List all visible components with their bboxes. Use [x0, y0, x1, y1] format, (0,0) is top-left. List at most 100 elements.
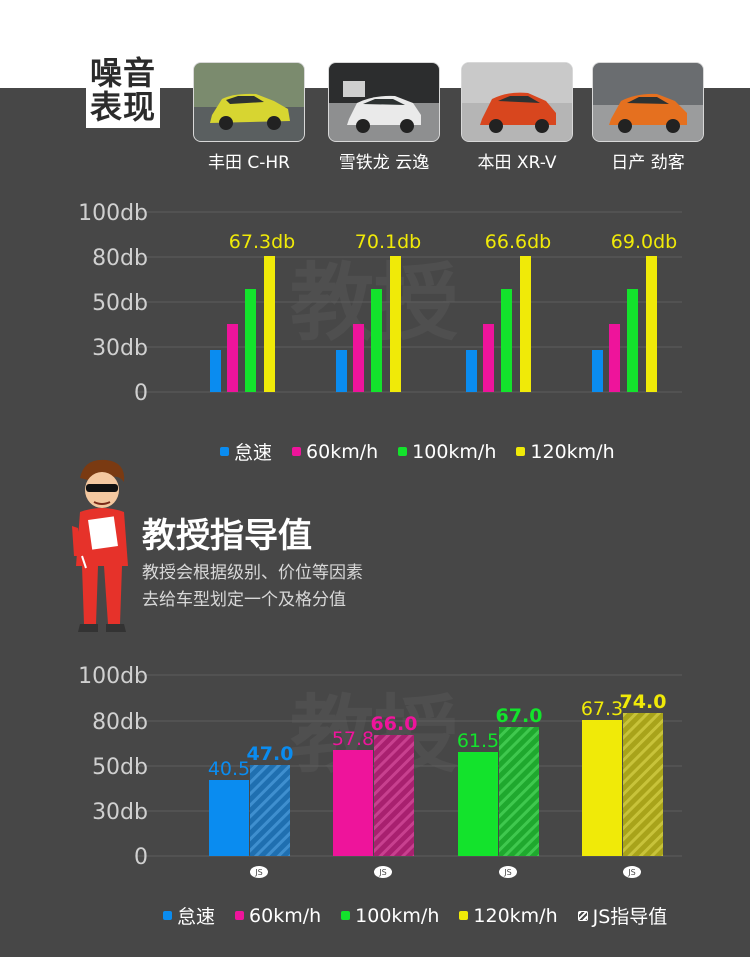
value-label-guide: 74.0: [620, 691, 667, 713]
value-label-guide: 66.0: [371, 713, 418, 735]
bar-100kmh: [627, 289, 638, 392]
car-card-c3xr: 雪铁龙 云逸: [328, 62, 440, 173]
value-label-measured: 61.5: [457, 730, 499, 752]
bar-guide: [250, 765, 290, 856]
professor-desc-line1: 教授会根据级别、价位等因素: [142, 563, 363, 583]
legend-swatch: [235, 911, 245, 920]
y-tick-label: 0: [134, 381, 148, 406]
bar-guide: [374, 735, 414, 856]
car-photo: [328, 62, 440, 142]
noise-section-title: 噪音 表现: [86, 54, 160, 128]
legend-label: 120km/h: [530, 440, 615, 463]
legend-label: 60km/h: [249, 904, 322, 927]
professor-description: 教授会根据级别、价位等因素 去给车型划定一个及格分值: [142, 560, 442, 614]
noise-title-line1: 噪音: [89, 54, 156, 92]
legend-swatch: [292, 447, 302, 456]
y-tick-label: 80db: [92, 246, 148, 271]
js-marker-badge: [250, 866, 268, 878]
legend-label: 100km/h: [355, 904, 440, 927]
bar-idle: [466, 350, 477, 392]
js-marker: JS: [374, 866, 392, 878]
bar-60kmh: [483, 324, 494, 392]
bar-idle: [592, 350, 603, 392]
professor-desc-line2: 去给车型划定一个及格分值: [142, 590, 346, 610]
bar-100kmh: [371, 289, 382, 392]
y-tick-label: 50db: [92, 291, 148, 316]
bar-120kmh: [264, 256, 275, 392]
car-name: 本田 XR-V: [477, 153, 557, 173]
car-card-xrv: 本田 XR-V: [461, 62, 573, 173]
legend-label: 60km/h: [306, 440, 379, 463]
legend-swatch: [516, 447, 526, 456]
legend-swatch: [163, 911, 172, 920]
js-marker-text: JS: [378, 868, 386, 877]
car-card-kicks: 日产 劲客: [592, 62, 704, 173]
legend-swatch: [398, 447, 408, 456]
bar-60kmh: [353, 324, 364, 392]
value-label-guide: 47.0: [247, 743, 294, 765]
car-name: 丰田 C-HR: [207, 153, 290, 173]
value-label: 66.6db: [485, 231, 551, 253]
legend-top: 怠速 60km/h 100km/h 120km/h: [220, 438, 635, 465]
car-name: 日产 劲客: [611, 153, 685, 173]
legend-swatch: [341, 911, 351, 920]
legend-label: 怠速: [177, 906, 216, 928]
js-marker: JS: [499, 866, 517, 878]
js-marker-badge: [499, 866, 517, 878]
legend-item: 100km/h: [341, 905, 439, 927]
car-name: 雪铁龙 云逸: [338, 153, 430, 173]
bar-120kmh: [520, 256, 531, 392]
professor-avatar: [72, 459, 128, 632]
legend-swatch: [459, 911, 469, 920]
bar-measured: [582, 720, 622, 856]
bar-measured: [458, 752, 498, 856]
bar-60kmh: [609, 324, 620, 392]
legend-label: 120km/h: [473, 904, 558, 927]
bar-idle: [336, 350, 347, 392]
bar-guide: [499, 727, 539, 856]
bar-measured: [333, 750, 373, 856]
car-photo-illustration: [194, 63, 304, 141]
car-card-chr: 丰田 C-HR: [193, 62, 305, 173]
y-tick-label: 100db: [78, 201, 148, 226]
value-label-measured: 40.5: [208, 758, 250, 780]
professor-title: 教授指导值: [142, 516, 312, 556]
legend-item: JS指导值: [577, 902, 668, 929]
car-photo: [592, 62, 704, 142]
legend-item: 120km/h: [459, 904, 558, 927]
y-tick-label: 0: [134, 845, 148, 870]
legend-label: 100km/h: [412, 440, 497, 463]
car-photo-illustration: [329, 63, 439, 141]
js-marker: JS: [623, 866, 641, 878]
legend-label: 怠速: [234, 442, 273, 464]
js-marker-text: JS: [503, 868, 511, 877]
js-marker-text: JS: [254, 868, 262, 877]
value-label: 70.1db: [355, 231, 421, 253]
value-label-measured: 57.8: [332, 728, 374, 750]
bar-60kmh: [227, 324, 238, 392]
bar-100kmh: [245, 289, 256, 392]
value-label-guide: 67.0: [496, 705, 543, 727]
legend-item: 120km/h: [516, 440, 615, 463]
js-marker-text: JS: [627, 868, 635, 877]
legend-swatch: [577, 910, 588, 921]
value-label-measured: 67.3: [581, 698, 623, 720]
legend-swatch: [220, 447, 229, 456]
legend-item: 怠速: [163, 902, 215, 929]
bar-100kmh: [501, 289, 512, 392]
js-marker-badge: [623, 866, 641, 878]
legend-label: JS指导值: [592, 906, 668, 928]
value-label: 67.3db: [229, 231, 295, 253]
js-marker: JS: [250, 866, 268, 878]
guide-chart: 教授 100db80db50db30db040.547.0JS57.866.0J…: [78, 664, 682, 878]
car-photo: [193, 62, 305, 142]
legend-item: 怠速: [220, 438, 272, 465]
bar-120kmh: [390, 256, 401, 392]
y-tick-label: 50db: [92, 755, 148, 780]
bar-120kmh: [646, 256, 657, 392]
legend-item: 60km/h: [292, 441, 378, 463]
y-tick-label: 30db: [92, 336, 148, 361]
legend-item: 100km/h: [398, 441, 496, 463]
car-photo-illustration: [593, 63, 703, 141]
